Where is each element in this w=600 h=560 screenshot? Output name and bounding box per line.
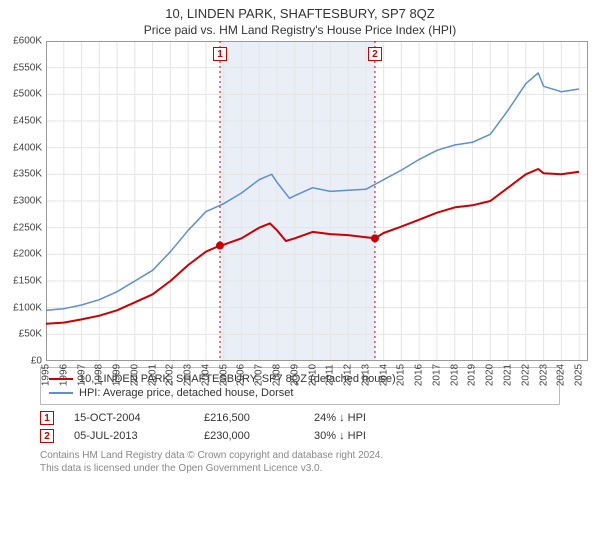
x-tick-label: 2008 — [272, 364, 283, 386]
y-tick-label: £300K — [13, 196, 42, 207]
x-tick-label: 2016 — [414, 364, 425, 386]
sale-price: £230,000 — [204, 430, 294, 442]
y-tick-label: £50K — [19, 329, 42, 340]
x-tick-label: 2025 — [574, 364, 585, 386]
x-tick-label: 2007 — [254, 364, 265, 386]
sale-row: 2 05-JUL-2013 £230,000 30% ↓ HPI — [40, 427, 560, 445]
x-tick-label: 2021 — [503, 364, 514, 386]
x-tick-label: 2004 — [200, 364, 211, 386]
x-tick-label: 1998 — [94, 364, 105, 386]
x-tick-label: 2023 — [538, 364, 549, 386]
x-tick-label: 2015 — [396, 364, 407, 386]
x-tick-label: 1997 — [76, 364, 87, 386]
x-tick-label: 2002 — [165, 364, 176, 386]
y-tick-label: £550K — [13, 62, 42, 73]
x-tick-label: 1999 — [112, 364, 123, 386]
y-tick-label: £250K — [13, 222, 42, 233]
x-tick-label: 2006 — [236, 364, 247, 386]
sale-marker: 2 — [40, 429, 54, 443]
y-tick-label: £100K — [13, 302, 42, 313]
event-marker: 1 — [213, 47, 227, 61]
y-tick-label: £350K — [13, 169, 42, 180]
x-tick-label: 2014 — [378, 364, 389, 386]
x-tick-label: 2012 — [343, 364, 354, 386]
x-tick-label: 2022 — [520, 364, 531, 386]
sale-hpi-delta: 30% ↓ HPI — [314, 430, 404, 442]
x-tick-label: 2020 — [485, 364, 496, 386]
x-tick-label: 2013 — [360, 364, 371, 386]
sales-table: 1 15-OCT-2004 £216,500 24% ↓ HPI 2 05-JUL-201… — [40, 409, 560, 445]
x-tick-label: 2000 — [129, 364, 140, 386]
x-tick-label: 2011 — [325, 364, 336, 386]
y-tick-label: £150K — [13, 276, 42, 287]
y-tick-label: £600K — [13, 36, 42, 47]
sale-hpi-delta: 24% ↓ HPI — [314, 412, 404, 424]
footer-line: Contains HM Land Registry data © Crown c… — [40, 449, 560, 462]
x-tick-label: 2005 — [218, 364, 229, 386]
x-tick-label: 2003 — [183, 364, 194, 386]
x-tick-label: 2024 — [556, 364, 567, 386]
x-tick-label: 2019 — [467, 364, 478, 386]
x-tick-label: 2018 — [449, 364, 460, 386]
event-marker: 2 — [368, 47, 382, 61]
x-tick-label: 2010 — [307, 364, 318, 386]
x-tick-label: 2017 — [431, 364, 442, 386]
sale-row: 1 15-OCT-2004 £216,500 24% ↓ HPI — [40, 409, 560, 427]
legend-label: HPI: Average price, detached house, Dors… — [79, 387, 293, 399]
y-tick-label: £200K — [13, 249, 42, 260]
footer-line: This data is licensed under the Open Gov… — [40, 462, 560, 475]
y-tick-label: £450K — [13, 116, 42, 127]
sale-marker: 1 — [40, 411, 54, 425]
sale-date: 15-OCT-2004 — [74, 412, 184, 424]
chart-container: 10, LINDEN PARK, SHAFTESBURY, SP7 8QZ Pr… — [0, 0, 600, 560]
line-chart — [46, 41, 588, 361]
attribution-footer: Contains HM Land Registry data © Crown c… — [40, 449, 560, 475]
y-tick-label: £500K — [13, 89, 42, 100]
sale-date: 05-JUL-2013 — [74, 430, 184, 442]
x-tick-label: 2009 — [289, 364, 300, 386]
legend-swatch — [49, 392, 73, 394]
chart-area: £0£50K£100K£150K£200K£250K£300K£350K£400… — [46, 41, 588, 361]
sale-price: £216,500 — [204, 412, 294, 424]
y-tick-label: £400K — [13, 142, 42, 153]
legend-item: HPI: Average price, detached house, Dors… — [49, 386, 551, 400]
x-tick-label: 1996 — [58, 364, 69, 386]
chart-subtitle: Price paid vs. HM Land Registry's House … — [0, 21, 600, 41]
x-tick-label: 2001 — [147, 364, 158, 386]
chart-title: 10, LINDEN PARK, SHAFTESBURY, SP7 8QZ — [0, 0, 600, 21]
x-tick-label: 1995 — [41, 364, 52, 386]
